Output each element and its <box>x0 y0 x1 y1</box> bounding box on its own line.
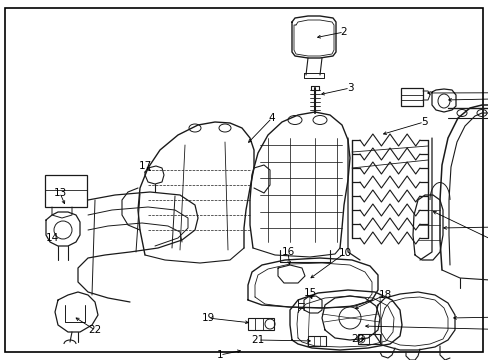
Text: 17: 17 <box>138 161 151 171</box>
Bar <box>45 175 87 207</box>
Text: 5: 5 <box>420 117 427 127</box>
Bar <box>247 318 273 330</box>
Text: 10: 10 <box>338 248 351 258</box>
Text: 22: 22 <box>88 325 102 335</box>
Text: 13: 13 <box>53 188 66 198</box>
Bar <box>400 88 422 106</box>
Text: 16: 16 <box>281 247 294 257</box>
Text: 18: 18 <box>378 290 391 300</box>
Text: 21: 21 <box>251 335 264 345</box>
Text: 15: 15 <box>303 288 316 298</box>
Text: 3: 3 <box>346 83 353 93</box>
Text: 14: 14 <box>45 233 59 243</box>
Text: 19: 19 <box>201 313 214 323</box>
Bar <box>357 334 379 344</box>
Text: 1: 1 <box>216 350 223 360</box>
Text: 2: 2 <box>340 27 346 37</box>
Bar <box>307 336 325 346</box>
Text: 4: 4 <box>268 113 275 123</box>
Text: 20: 20 <box>351 334 364 344</box>
